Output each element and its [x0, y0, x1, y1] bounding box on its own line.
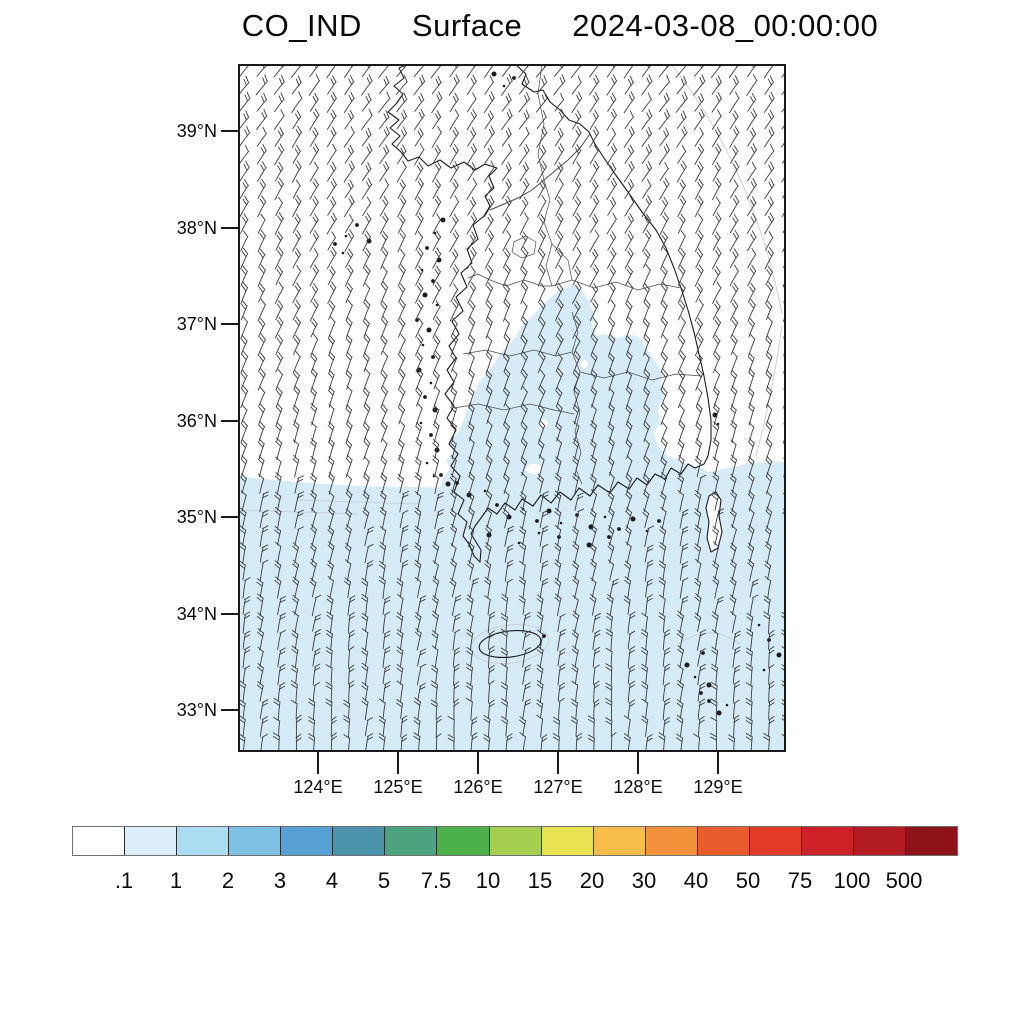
colorbar-label: 2	[221, 868, 235, 893]
colorbar-label: 3	[273, 868, 287, 893]
y-axis-tick	[221, 612, 238, 615]
colorbar-cell	[229, 827, 282, 855]
colorbar-label: 50	[735, 868, 761, 893]
colorbar-label: 100	[833, 868, 871, 893]
x-axis-tick	[557, 752, 559, 774]
x-axis-tick	[637, 752, 639, 774]
colorbar-cell	[906, 827, 958, 855]
colorbar-cell	[645, 827, 698, 855]
y-axis-tick	[221, 130, 238, 132]
title-datetime: 2024-03-08_00:00:00	[572, 8, 879, 43]
colorbar-label: 15	[527, 868, 553, 893]
colorbar-cell	[73, 827, 126, 855]
colorbar-cell	[281, 827, 334, 855]
colorbar-label: .1	[114, 868, 134, 893]
island-specks	[333, 71, 782, 716]
y-axis-label: 38°N	[176, 217, 217, 238]
y-axis-label: 39°N	[176, 121, 217, 141]
shaded-region-sea	[238, 462, 786, 752]
mainland-coast	[387, 64, 712, 563]
colorbar-label: 75	[787, 868, 813, 893]
y-axis-tick	[221, 516, 238, 518]
colorbar-cell	[801, 827, 854, 855]
coastline	[387, 64, 723, 658]
shaded-region-inland	[438, 284, 708, 494]
colorbar-label: 1	[169, 868, 183, 893]
x-axis-label: 124°E	[293, 777, 343, 797]
x-axis-label: 129°E	[693, 777, 743, 797]
x-axis-label: 125°E	[373, 777, 423, 797]
x-axis-tick	[717, 752, 719, 774]
x-axis-label: 126°E	[453, 777, 503, 797]
y-axis-tick	[221, 323, 238, 325]
chart-title: CO_IND Surface 2024-03-08_00:00:00	[150, 8, 970, 48]
colorbar-cell	[853, 827, 906, 855]
x-axis-tick	[477, 752, 479, 774]
x-axis-label: 128°E	[613, 777, 663, 797]
colorbar	[72, 826, 958, 856]
colorbar-label: 30	[631, 868, 657, 893]
colorbar-label: 20	[579, 868, 605, 893]
colorbar-label: 7.5	[420, 868, 452, 893]
colorbar-cell	[385, 827, 438, 855]
title-level: Surface	[411, 8, 523, 43]
jeju-island	[478, 630, 542, 658]
plot-frame	[238, 64, 786, 752]
y-axis-tick	[221, 709, 238, 711]
colorbar-label: 500	[885, 868, 923, 893]
y-axis-label: 37°N	[176, 314, 217, 334]
colorbar-cell	[177, 827, 230, 855]
colorbar-label: 5	[377, 868, 391, 893]
map-plot	[238, 64, 786, 752]
y-axis-label: 34°N	[176, 603, 217, 624]
x-axis-label: 127°E	[533, 777, 583, 797]
colorbar-label: 40	[683, 868, 709, 893]
y-axis-label: 36°N	[176, 410, 217, 431]
colorbar-cell	[125, 827, 178, 855]
colorbar-label: 10	[475, 868, 501, 893]
unshaded-hole	[526, 464, 542, 474]
colorbar-cell	[489, 827, 542, 855]
y-axis-tick	[221, 226, 238, 229]
colorbar-label: 4	[325, 868, 339, 893]
unshaded-hole	[580, 360, 588, 368]
province-boundaries	[453, 64, 703, 485]
colorbar-cell	[593, 827, 646, 855]
y-axis-label: 33°N	[176, 700, 217, 720]
colorbar-cell	[749, 827, 802, 855]
title-variable: CO_IND	[241, 8, 362, 43]
colorbar-cell	[333, 827, 386, 855]
colorbar-cell	[437, 827, 490, 855]
y-axis-tick	[221, 419, 238, 422]
x-axis-tick	[397, 752, 399, 774]
colorbar-cell	[697, 827, 750, 855]
x-axis-tick	[317, 752, 319, 774]
shaded-regions	[238, 284, 786, 752]
y-axis-label: 35°N	[176, 507, 217, 527]
colorbar-cell	[541, 827, 594, 855]
